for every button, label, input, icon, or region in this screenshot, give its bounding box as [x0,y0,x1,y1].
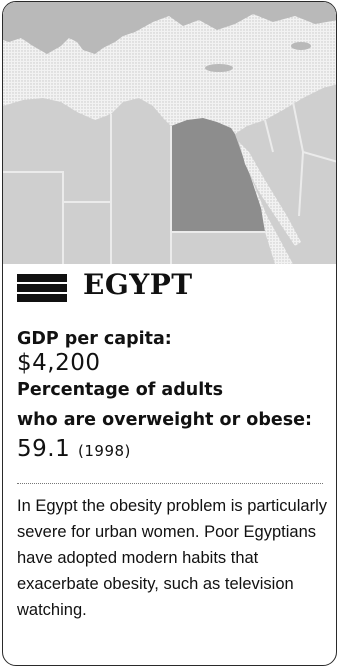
island-cyprus [291,42,311,50]
country-borders [3,101,336,264]
egypt-region [171,118,265,232]
red-sea [239,142,301,246]
country-title: EGYPT [83,268,193,301]
middle-east-land [235,84,336,264]
gdp-label: GDP per capita: [17,329,172,349]
divider [17,483,323,484]
obesity-year: (1998) [78,442,131,460]
obesity-value: 59.1 [17,436,71,462]
region-map [3,2,336,264]
info-card: EGYPT GDP per capita: $4,200 Percentage … [2,1,337,666]
map-graphic [3,2,336,264]
island-crete [205,64,233,72]
obesity-label-line1: Percentage of adults [17,380,223,400]
gdp-value: $4,200 [17,350,101,376]
sudan-region [171,232,275,264]
north-africa-land [3,98,171,264]
description-text: In Egypt the obesity problem is particul… [17,497,327,619]
obesity-value-row: 59.1 (1998) [17,436,131,462]
northern-landmass [3,2,336,54]
obesity-label-line2: who are overweight or obese: [17,410,312,430]
flag-icon [17,274,67,302]
